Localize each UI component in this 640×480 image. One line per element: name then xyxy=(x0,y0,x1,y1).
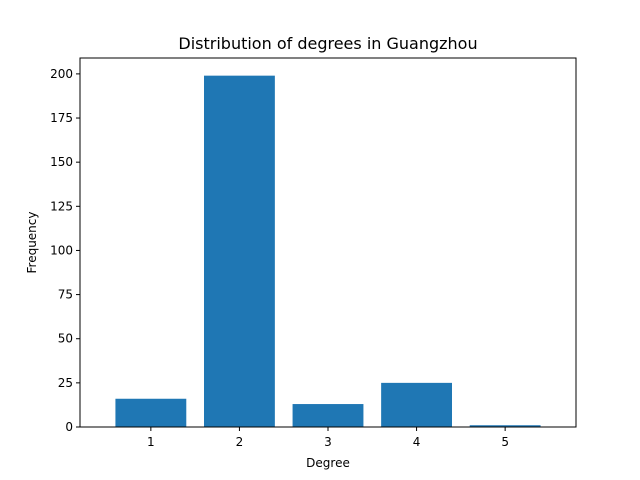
y-tick-label: 150 xyxy=(50,155,73,169)
bar-degree-1 xyxy=(115,398,187,427)
x-tick-label: 1 xyxy=(147,435,155,449)
bar-degree-2 xyxy=(204,75,275,427)
x-tick-label: 2 xyxy=(236,435,244,449)
y-tick-label: 75 xyxy=(58,288,73,302)
y-tick-label: 200 xyxy=(50,67,73,81)
y-tick-label: 125 xyxy=(50,199,73,213)
y-tick-label: 50 xyxy=(58,332,73,346)
x-axis: 1 2 3 4 5 xyxy=(147,427,509,449)
x-axis-label: Degree xyxy=(306,456,350,470)
y-tick-label: 100 xyxy=(50,243,73,257)
bar-degree-4 xyxy=(381,382,452,427)
bars-group xyxy=(115,75,541,427)
bar-degree-3 xyxy=(292,404,364,427)
y-tick-label: 25 xyxy=(58,376,73,390)
y-axis-label: Frequency xyxy=(25,212,39,274)
x-tick-label: 5 xyxy=(501,435,509,449)
y-tick-label: 0 xyxy=(65,420,73,434)
y-tick-label: 175 xyxy=(50,111,73,125)
x-tick-label: 4 xyxy=(413,435,421,449)
x-tick-label: 3 xyxy=(324,435,332,449)
plot-frame xyxy=(79,57,577,428)
chart-title: Distribution of degrees in Guangzhou xyxy=(178,34,477,53)
bar-degree-5 xyxy=(469,425,541,427)
y-axis: 0 25 50 75 100 125 150 175 200 xyxy=(50,67,80,434)
